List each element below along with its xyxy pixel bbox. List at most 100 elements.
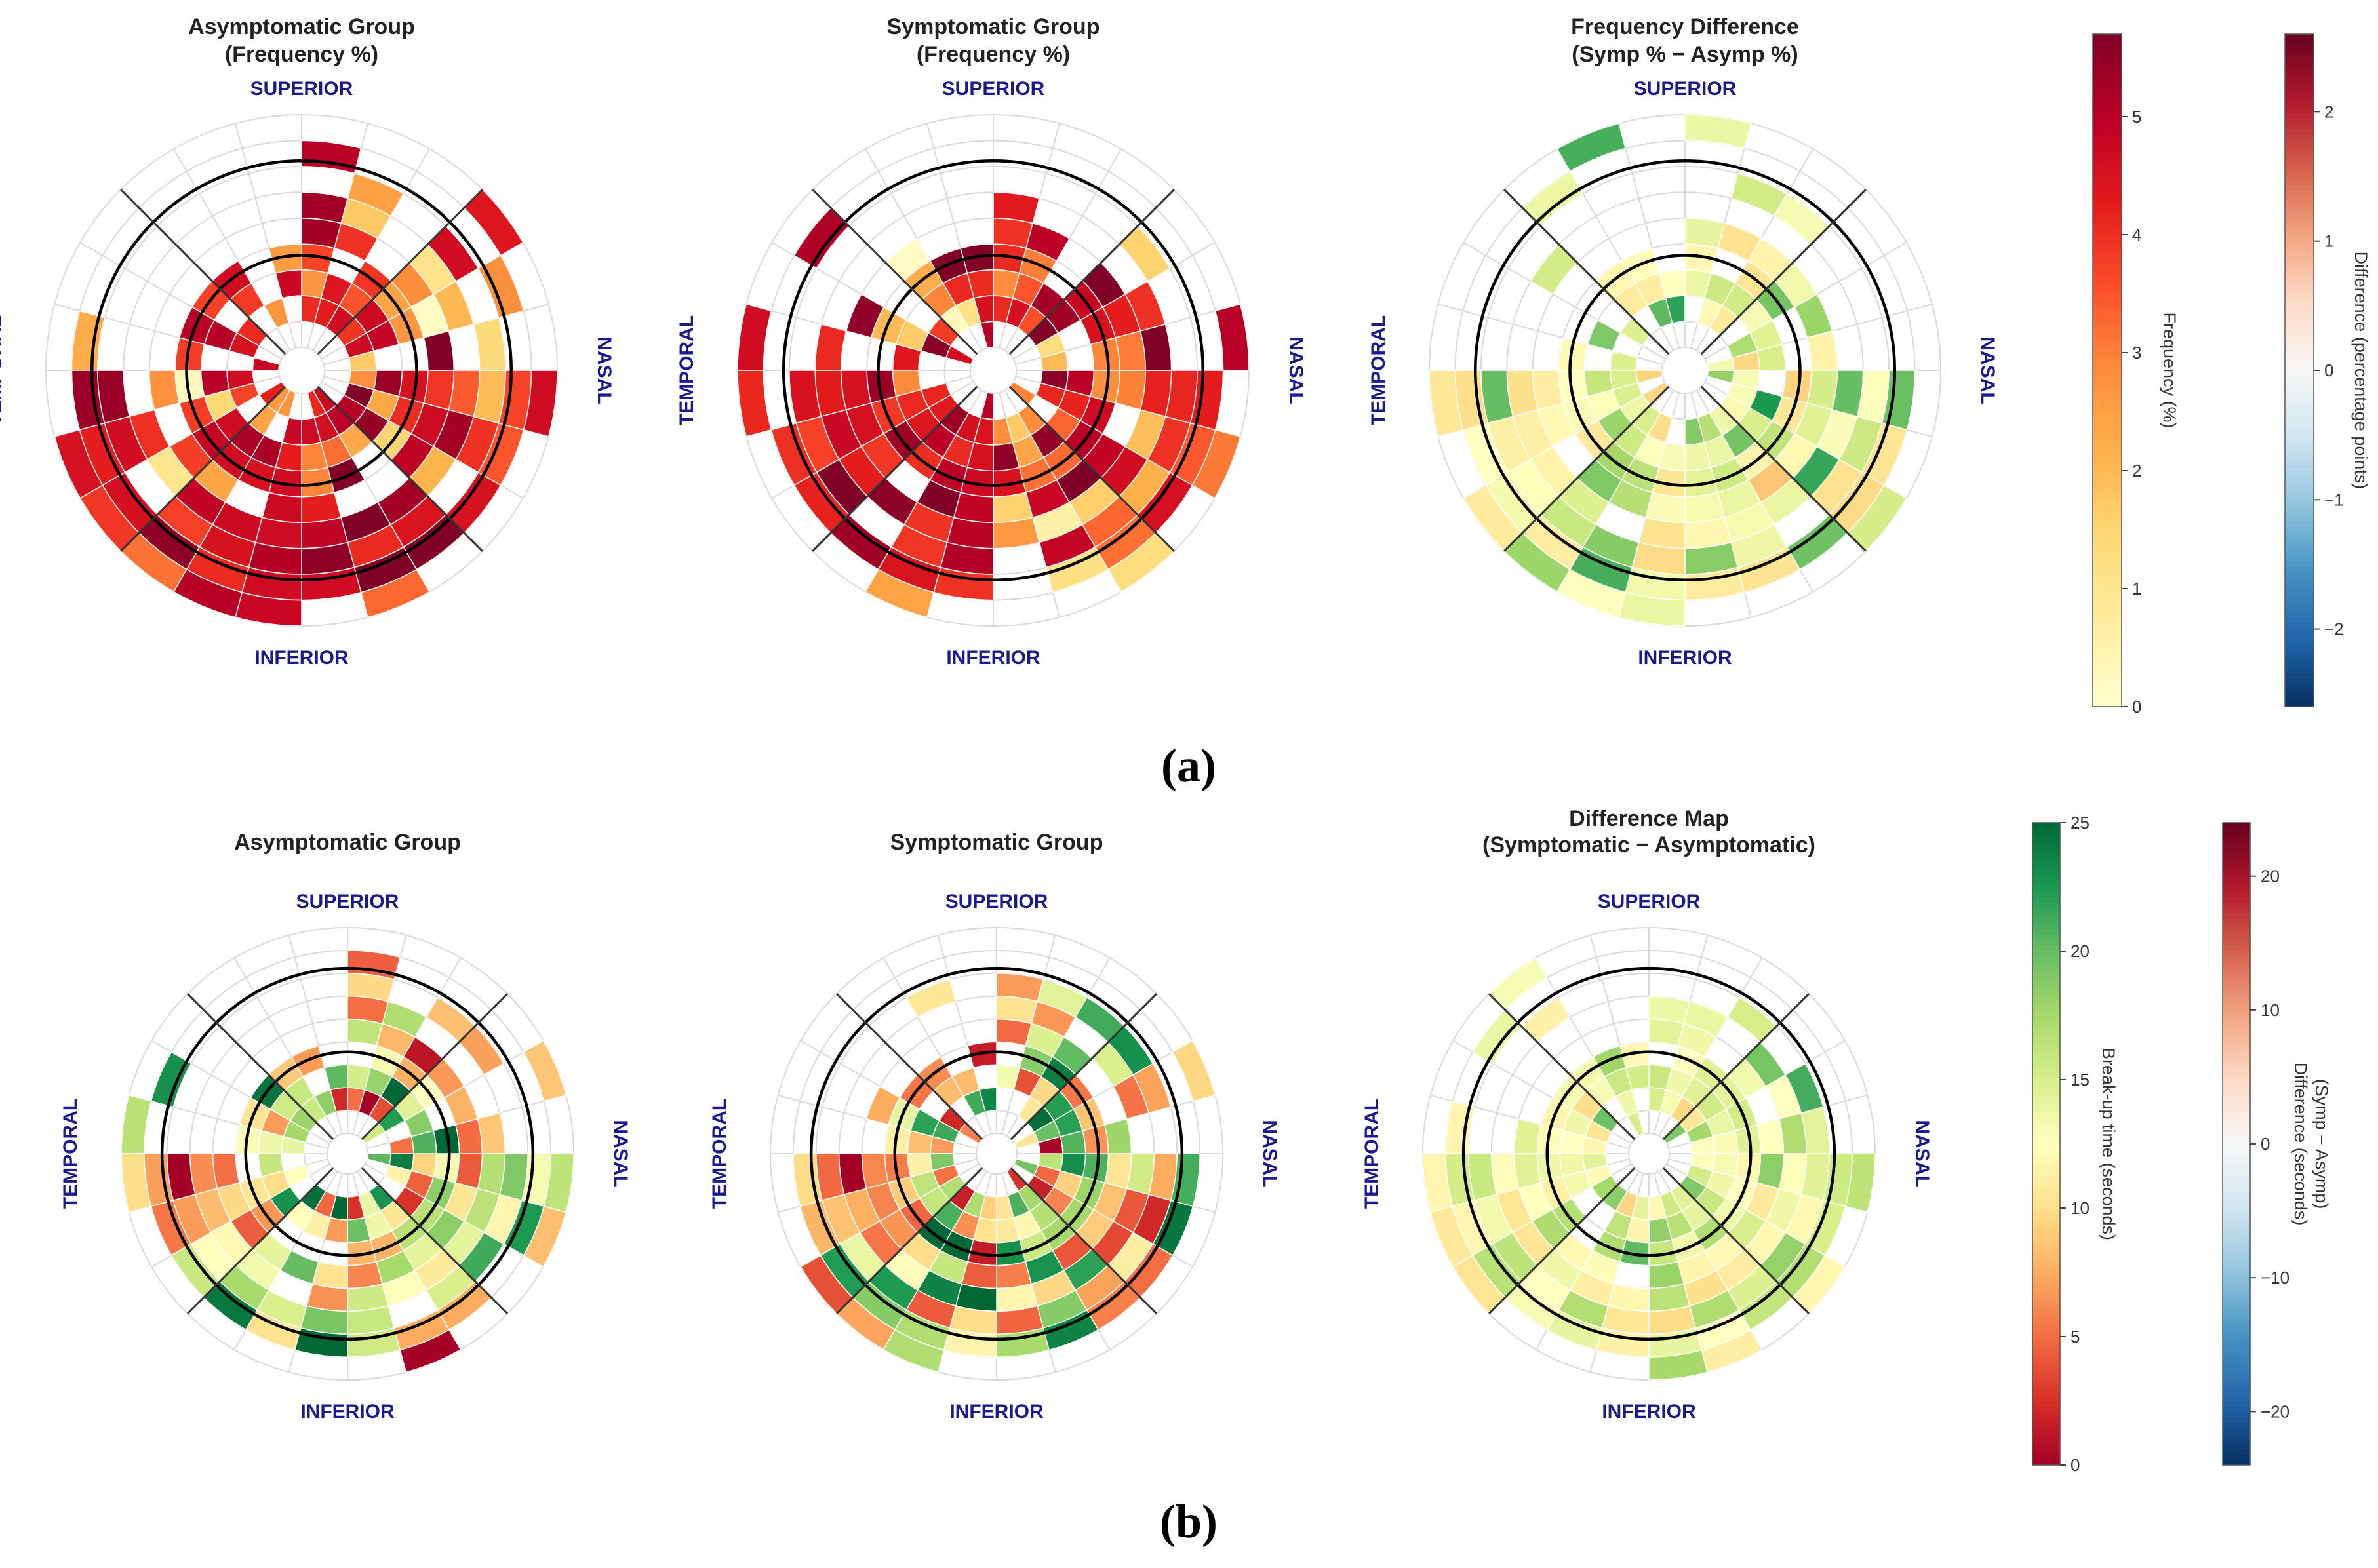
colorbar-segment [2093, 269, 2122, 276]
quadrant-divider [1503, 385, 1670, 552]
colorbar-segment [2223, 1170, 2250, 1177]
colorbar-segment [2093, 62, 2122, 68]
colorbar-segment [2093, 174, 2122, 180]
colorbar-segment [2223, 1310, 2250, 1316]
colorbar-segment [2223, 1363, 2250, 1369]
colorbar-segment [2285, 460, 2314, 466]
colorbar-segment [2093, 281, 2122, 287]
colorbar-segment [2285, 611, 2314, 617]
quadrant-divider [835, 992, 983, 1141]
colorbar-segment [2093, 118, 2122, 125]
quadrant-divider [1010, 1167, 1158, 1315]
heatmap-cell [275, 269, 302, 299]
heatmap-cell [268, 243, 302, 274]
colorbar-segment [2093, 376, 2122, 382]
colorbar-segment [2032, 1053, 2060, 1059]
colorbar-tick-label: 0 [2071, 1455, 2080, 1475]
colorbar-segment [2285, 376, 2314, 382]
colorbar-segment [2093, 382, 2122, 388]
colorbar-segment [2032, 1026, 2060, 1032]
colorbar-segment [2285, 426, 2314, 433]
colorbar-frame [2092, 33, 2122, 707]
colorbar-segment [2285, 690, 2314, 696]
colorbar-segment [2223, 1053, 2250, 1059]
colorbar-segment [2032, 1192, 2060, 1198]
colorbar-segment [2285, 437, 2314, 444]
colorbar-segment [2285, 544, 2314, 551]
colorbar-segment [2093, 684, 2122, 690]
colorbar-segment [2285, 252, 2314, 259]
colorbar-segment [2032, 1331, 2060, 1337]
heatmap-cell [150, 1051, 192, 1108]
colorbar-segment [2223, 897, 2250, 904]
colorbar-segment [2093, 208, 2122, 214]
colorbar-segment [2223, 1245, 2250, 1251]
quadrant-divider [1662, 1167, 1810, 1315]
direction-label-superior: SUPERIOR [296, 891, 399, 912]
colorbar-segment [2032, 1266, 2060, 1273]
quadrant-divider [1008, 189, 1175, 355]
colorbar-segment [2285, 112, 2314, 119]
colorbar-segment [2285, 224, 2314, 231]
colorbar-segment [2285, 320, 2314, 326]
colorbar-segment [2285, 241, 2314, 248]
colorbar-segment [2093, 420, 2122, 427]
zone-boundary-circle [244, 1050, 451, 1257]
colorbar-segment [2032, 1358, 2060, 1364]
colorbar-segment [2032, 1058, 2060, 1065]
colorbar-segment [2093, 465, 2122, 472]
colorbar-segment [2223, 1026, 2250, 1032]
zone-boundary-circle [1461, 966, 1836, 1341]
heatmap-cell [276, 389, 296, 418]
colorbar-segment [2093, 701, 2122, 707]
colorbar-segment [2223, 924, 2250, 930]
colorbar-segment [2032, 1031, 2060, 1038]
colorbar-segment [2223, 1422, 2250, 1428]
colorbar-tick-label: 0 [2132, 697, 2141, 716]
colorbar-segment [2032, 844, 2060, 850]
heatmap-cell [1191, 429, 1241, 500]
colorbar-segment [2285, 639, 2314, 646]
direction-label-nasal: NASAL [1977, 336, 1998, 404]
colorbar-segment [2093, 633, 2122, 640]
direction-label-inferior: INFERIOR [946, 647, 1040, 669]
colorbar-segment [2285, 606, 2314, 612]
colorbar-segment [2032, 1181, 2060, 1187]
heatmap-cell [426, 996, 476, 1044]
colorbar-segment [2223, 962, 2250, 968]
colorbar-segment [2223, 1117, 2250, 1123]
colorbar-segment [2223, 1213, 2250, 1219]
colorbar-segment [2032, 1379, 2060, 1386]
colorbar-segment [2093, 639, 2122, 646]
colorbar-segment [2032, 930, 2060, 936]
colorbar-segment [2223, 940, 2250, 947]
colorbar-segment [2223, 1288, 2250, 1295]
direction-label-inferior: INFERIOR [300, 1401, 395, 1422]
colorbar-segment [2223, 838, 2250, 845]
colorbar-segment [2032, 940, 2060, 947]
colorbar-segment [2093, 146, 2122, 153]
colorbar-segment [2032, 1085, 2060, 1091]
colorbar-segment [2032, 1213, 2060, 1219]
zone-boundary-circle [185, 254, 418, 487]
colorbar-segment [2093, 516, 2122, 522]
colorbar-segment [2093, 347, 2122, 354]
heatmap-cell [121, 1153, 152, 1213]
plot-title-line1: Asymptomatic Group [234, 830, 461, 855]
colorbar-segment [2223, 1068, 2250, 1075]
colorbar-segment [2223, 1417, 2250, 1423]
heatmap-cell [980, 321, 994, 349]
heatmap-cell [263, 298, 290, 329]
colorbar-label: Frequency (%) [2160, 312, 2179, 428]
colorbar-segment [2032, 1240, 2060, 1246]
colorbar-segment [2093, 364, 2122, 371]
colorbar-tick-label: −20 [2261, 1401, 2289, 1421]
colorbar-segment [2285, 471, 2314, 478]
heatmap-cell [1139, 323, 1172, 371]
colorbar-segment [2093, 673, 2122, 679]
colorbar-tick-label: 4 [2132, 225, 2141, 245]
colorbar-segment [2285, 168, 2314, 175]
colorbar-segment [2285, 107, 2314, 113]
colorbar-segment [2285, 482, 2314, 489]
colorbar-segment [2285, 258, 2314, 265]
